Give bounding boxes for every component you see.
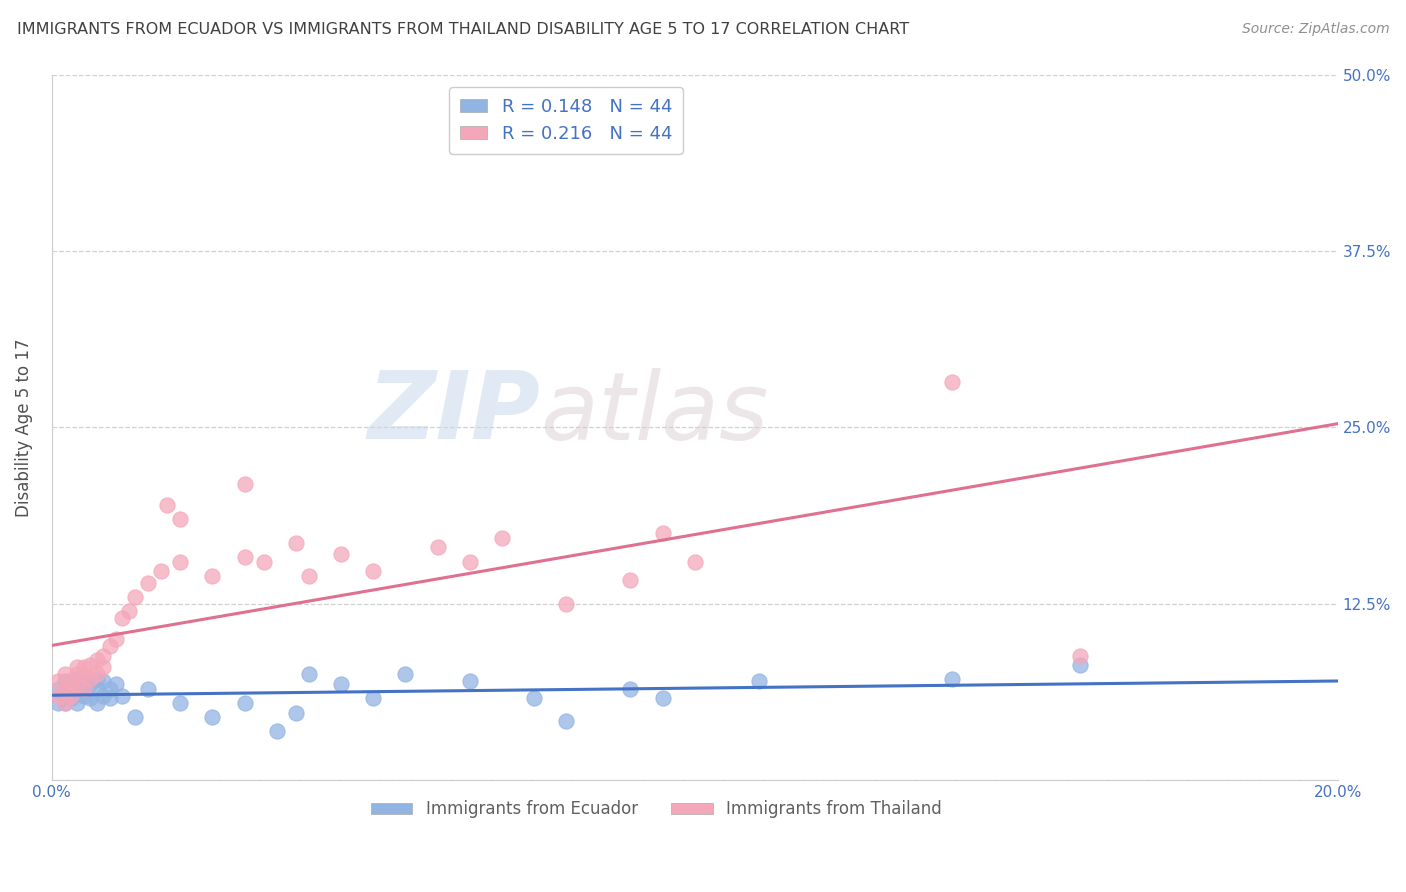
Point: [1069, 649, 1091, 664]
Point: [330, 677, 353, 691]
Point: [124, 590, 146, 604]
Point: [46, 696, 69, 710]
Point: [60, 674, 83, 689]
Point: [60, 681, 83, 696]
Point: [150, 565, 173, 579]
Point: [60, 691, 83, 706]
Legend: Immigrants from Ecuador, Immigrants from Thailand: Immigrants from Ecuador, Immigrants from…: [364, 794, 949, 825]
Point: [79, 657, 101, 672]
Point: [426, 541, 449, 555]
Point: [523, 691, 546, 706]
Point: [66, 667, 89, 681]
Point: [1069, 657, 1091, 672]
Point: [98, 691, 121, 706]
Point: [53, 681, 76, 696]
Point: [169, 512, 191, 526]
Text: ZIP: ZIP: [367, 368, 540, 459]
Point: [79, 677, 101, 691]
Point: [136, 575, 159, 590]
Point: [46, 689, 69, 703]
Point: [66, 672, 89, 686]
Point: [46, 681, 69, 696]
Point: [619, 681, 641, 696]
Point: [361, 565, 384, 579]
Point: [66, 696, 89, 710]
Point: [86, 696, 108, 710]
Point: [266, 723, 288, 738]
Point: [233, 550, 256, 565]
Point: [79, 672, 101, 686]
Point: [298, 667, 321, 681]
Point: [458, 674, 481, 689]
Point: [66, 686, 89, 700]
Point: [330, 548, 353, 562]
Point: [111, 689, 134, 703]
Point: [118, 604, 141, 618]
Point: [60, 681, 83, 696]
Point: [66, 660, 89, 674]
Point: [73, 674, 96, 689]
Y-axis label: Disability Age 5 to 17: Disability Age 5 to 17: [15, 338, 32, 516]
Point: [86, 681, 108, 696]
Point: [555, 597, 578, 611]
Point: [941, 376, 963, 390]
Text: IMMIGRANTS FROM ECUADOR VS IMMIGRANTS FROM THAILAND DISABILITY AGE 5 TO 17 CORRE: IMMIGRANTS FROM ECUADOR VS IMMIGRANTS FR…: [17, 22, 910, 37]
Text: atlas: atlas: [540, 368, 769, 458]
Point: [98, 639, 121, 653]
Point: [394, 667, 416, 681]
Point: [169, 696, 191, 710]
Point: [748, 674, 770, 689]
Point: [53, 674, 76, 689]
Point: [124, 710, 146, 724]
Point: [491, 531, 513, 545]
Point: [46, 674, 69, 689]
Point: [91, 689, 114, 703]
Point: [53, 696, 76, 710]
Point: [136, 681, 159, 696]
Point: [651, 526, 673, 541]
Point: [111, 611, 134, 625]
Point: [86, 667, 108, 681]
Point: [91, 674, 114, 689]
Point: [86, 672, 108, 686]
Point: [619, 573, 641, 587]
Point: [53, 689, 76, 703]
Point: [105, 677, 128, 691]
Point: [105, 632, 128, 647]
Point: [60, 677, 83, 691]
Point: [683, 554, 706, 568]
Point: [73, 689, 96, 703]
Point: [458, 554, 481, 568]
Point: [941, 672, 963, 686]
Point: [53, 696, 76, 710]
Text: Source: ZipAtlas.com: Source: ZipAtlas.com: [1241, 22, 1389, 37]
Point: [253, 554, 276, 568]
Point: [79, 691, 101, 706]
Point: [233, 476, 256, 491]
Point: [298, 568, 321, 582]
Point: [73, 681, 96, 696]
Point: [73, 660, 96, 674]
Point: [66, 677, 89, 691]
Point: [285, 536, 308, 550]
Point: [285, 706, 308, 720]
Point: [169, 554, 191, 568]
Point: [233, 696, 256, 710]
Point: [53, 667, 76, 681]
Point: [156, 498, 179, 512]
Point: [91, 649, 114, 664]
Point: [555, 714, 578, 728]
Point: [86, 653, 108, 667]
Point: [201, 710, 224, 724]
Point: [91, 660, 114, 674]
Point: [651, 691, 673, 706]
Point: [98, 681, 121, 696]
Point: [361, 691, 384, 706]
Point: [73, 667, 96, 681]
Point: [201, 568, 224, 582]
Point: [60, 689, 83, 703]
Point: [73, 684, 96, 698]
